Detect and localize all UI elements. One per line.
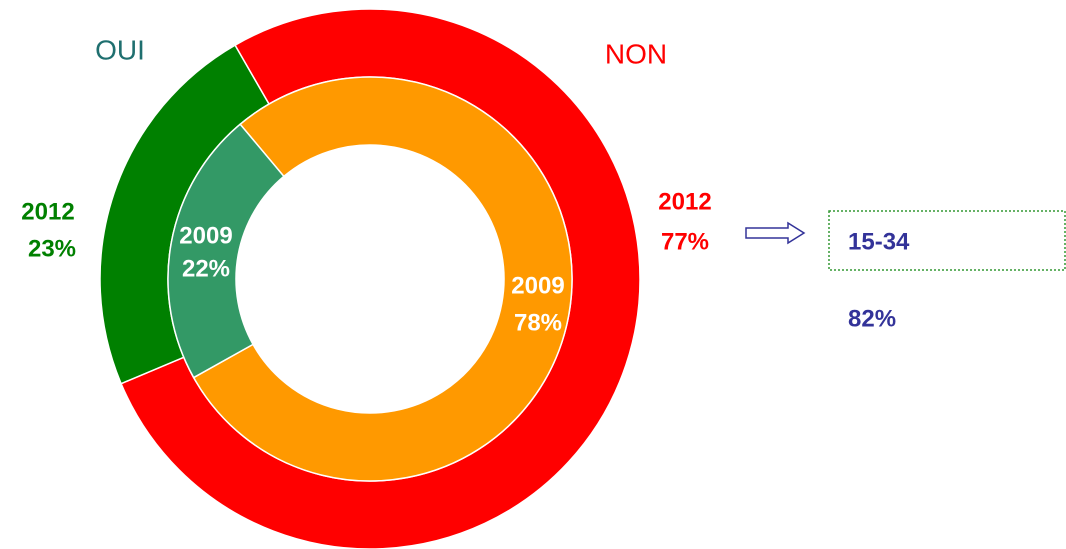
arrow bbox=[745, 221, 806, 245]
data-label: 23% bbox=[28, 235, 76, 262]
series-label: 2012 bbox=[21, 198, 74, 225]
data-label: 78% bbox=[514, 309, 562, 336]
annotation: 15-34 bbox=[848, 228, 910, 255]
donut-segment bbox=[192, 76, 573, 482]
donut-segment bbox=[167, 123, 285, 379]
category-label: OUI bbox=[95, 34, 145, 65]
annotation: 82% bbox=[848, 305, 896, 332]
series-label: 2012 bbox=[658, 188, 711, 215]
annotation-box bbox=[828, 210, 1066, 271]
series-label: 2009 bbox=[511, 272, 564, 299]
data-label: 22% bbox=[182, 255, 230, 282]
data-label: 77% bbox=[661, 228, 709, 255]
category-label: NON bbox=[605, 38, 667, 69]
series-label: 2009 bbox=[179, 222, 232, 249]
